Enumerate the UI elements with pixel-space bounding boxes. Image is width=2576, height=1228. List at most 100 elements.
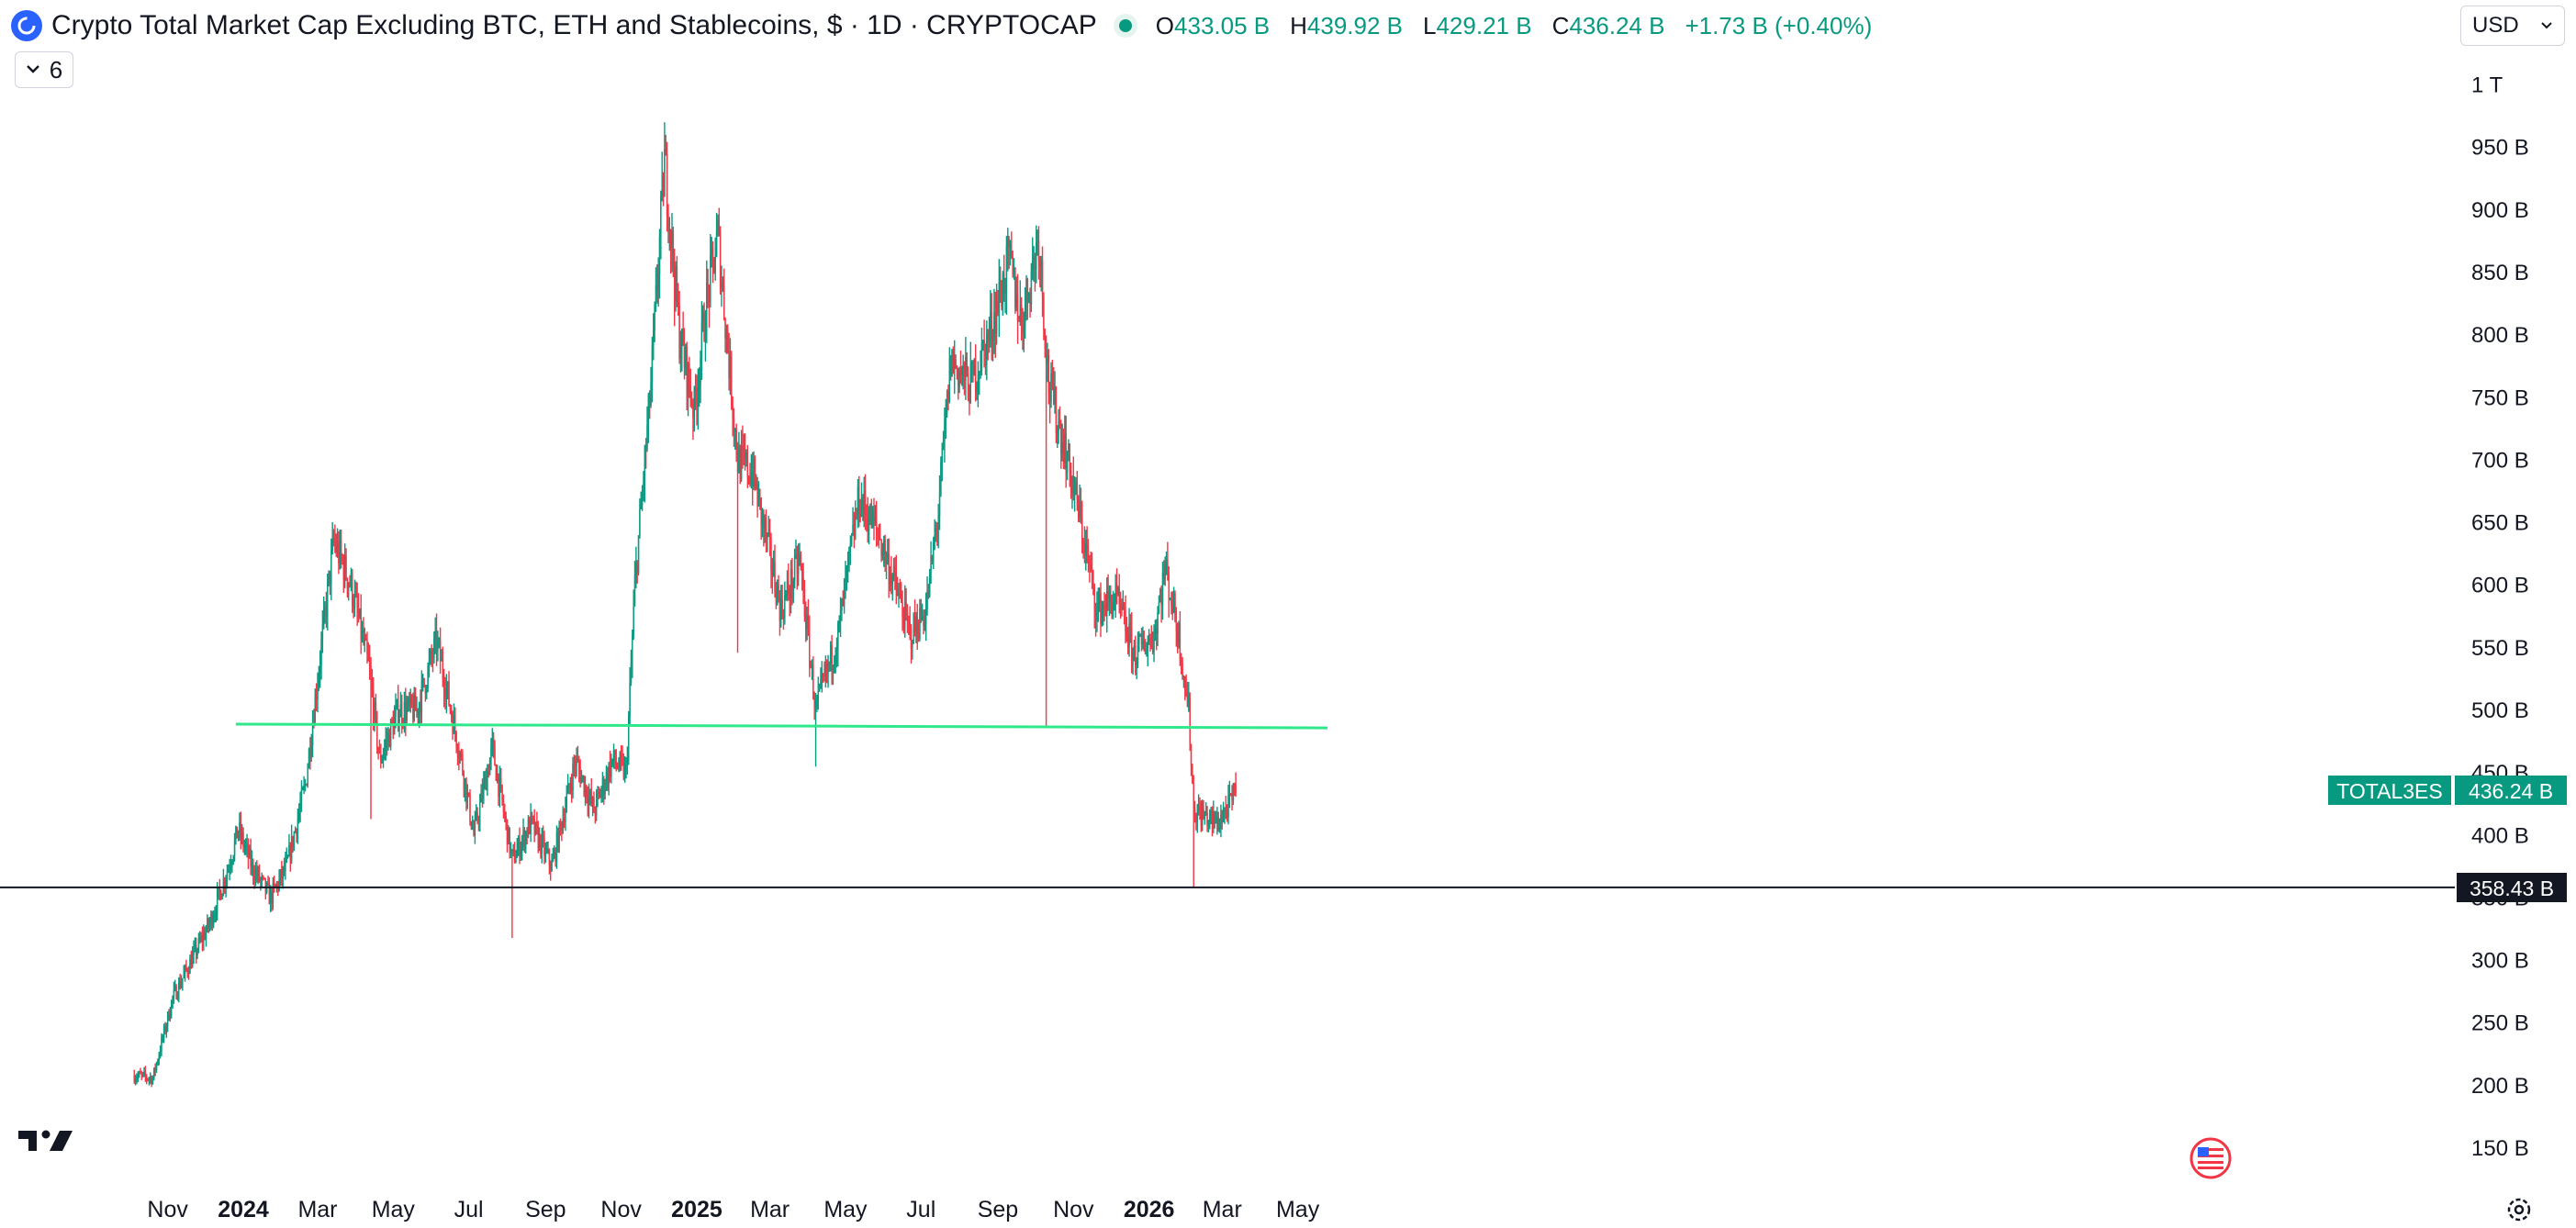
candle-body	[278, 877, 280, 889]
candle-body	[760, 497, 762, 524]
candle-body	[1001, 296, 1002, 307]
candle-body	[271, 891, 273, 904]
candle-body	[247, 843, 250, 858]
candle-body	[1196, 811, 1198, 823]
us-flag-icon[interactable]	[2190, 1137, 2232, 1179]
indicators-toggle-button[interactable]: 6	[15, 51, 73, 88]
candle-body	[420, 680, 423, 713]
x-tick-label: 2025	[671, 1197, 722, 1222]
candle-body	[1123, 606, 1126, 610]
candle-body	[778, 597, 781, 621]
candle-body	[1093, 586, 1095, 611]
candle-body	[814, 700, 817, 709]
candle-body	[746, 452, 749, 477]
candle-body	[944, 421, 946, 441]
candle-body	[1157, 612, 1159, 634]
symbol-title[interactable]: Crypto Total Market Cap Excluding BTC, E…	[51, 10, 1097, 40]
candle-body	[548, 850, 551, 865]
candle-body	[338, 542, 340, 564]
candle-body	[702, 313, 704, 322]
candle-body	[594, 812, 597, 814]
candle-body	[820, 678, 822, 686]
candle-body	[792, 581, 794, 590]
candle-body	[185, 966, 187, 970]
candle-body	[1065, 434, 1067, 474]
candle-body	[133, 1075, 135, 1082]
candle-body	[254, 869, 257, 880]
candle-body	[795, 554, 797, 556]
candle-body	[257, 868, 259, 876]
candle-body	[713, 257, 715, 273]
close-key: C	[1551, 11, 1570, 39]
candle-body	[707, 284, 709, 288]
y-tick-label: 150 B	[2471, 1136, 2529, 1161]
candle-body	[682, 329, 684, 346]
candle-body	[370, 665, 372, 678]
candle-body	[671, 231, 673, 248]
candle-body	[937, 515, 939, 529]
candle-body	[639, 508, 641, 536]
y-tick-label: 950 B	[2471, 136, 2529, 161]
candle-body	[614, 750, 616, 764]
x-tick-label: May	[372, 1197, 416, 1222]
candle-body	[641, 490, 644, 505]
candle-body	[292, 836, 294, 847]
candle-body	[887, 553, 889, 557]
candle-body	[310, 745, 312, 757]
x-tick-label: Mar	[297, 1197, 337, 1222]
candle-body	[263, 876, 265, 878]
candle-body	[1054, 386, 1056, 404]
market-status-icon[interactable]	[1113, 14, 1137, 38]
candle-body	[633, 575, 636, 606]
candle-body	[513, 849, 516, 863]
candle-body	[1131, 629, 1133, 661]
tradingview-logo-icon[interactable]	[18, 1130, 73, 1152]
candle-body	[1211, 810, 1214, 825]
candle-body	[725, 329, 728, 339]
candles-layer	[133, 122, 1237, 1088]
candle-body	[1159, 595, 1161, 603]
candle-body	[817, 690, 819, 701]
candle-body	[666, 153, 668, 216]
candle-body	[681, 329, 683, 353]
currency-select[interactable]: USD	[2460, 6, 2565, 46]
candle-body	[708, 287, 711, 303]
candle-body	[201, 936, 204, 943]
settings-gear-icon[interactable]	[2507, 1198, 2531, 1222]
candle-body	[987, 332, 989, 340]
candle-body	[183, 973, 185, 978]
candle-body	[952, 350, 955, 371]
candle-body	[863, 490, 865, 512]
support-trendline[interactable]	[235, 722, 1327, 730]
candle-body	[544, 848, 547, 855]
candle-body	[551, 862, 553, 871]
candle-body	[1075, 481, 1077, 490]
candle-body	[364, 639, 367, 641]
candle-body	[189, 959, 191, 974]
candle-body	[175, 986, 177, 999]
candle-body	[523, 830, 526, 847]
y-tick-label: 800 B	[2471, 323, 2529, 348]
candle-body	[802, 576, 804, 590]
candle-body	[823, 675, 825, 676]
candle-body	[951, 350, 953, 377]
chart-header: Crypto Total Market Cap Excluding BTC, E…	[11, 6, 1872, 46]
candle-body	[976, 386, 978, 392]
candle-body	[1090, 564, 1092, 570]
candle-body	[866, 511, 868, 517]
candle-body	[1101, 608, 1103, 624]
candle-body	[934, 535, 935, 543]
candle-body	[604, 787, 606, 794]
candle-body	[441, 659, 442, 662]
candle-body	[361, 630, 364, 639]
time-axis[interactable]: Nov 2024 Mar May Jul Sep Nov 2025 Mar May Jul Sep No…	[147, 1197, 1319, 1222]
candle-body	[735, 430, 737, 455]
candle-body	[603, 778, 605, 794]
candle-body	[910, 628, 913, 649]
candle-body	[1204, 813, 1206, 818]
candle-body	[734, 430, 736, 431]
candle-body	[174, 986, 176, 989]
candle-body	[676, 265, 678, 303]
